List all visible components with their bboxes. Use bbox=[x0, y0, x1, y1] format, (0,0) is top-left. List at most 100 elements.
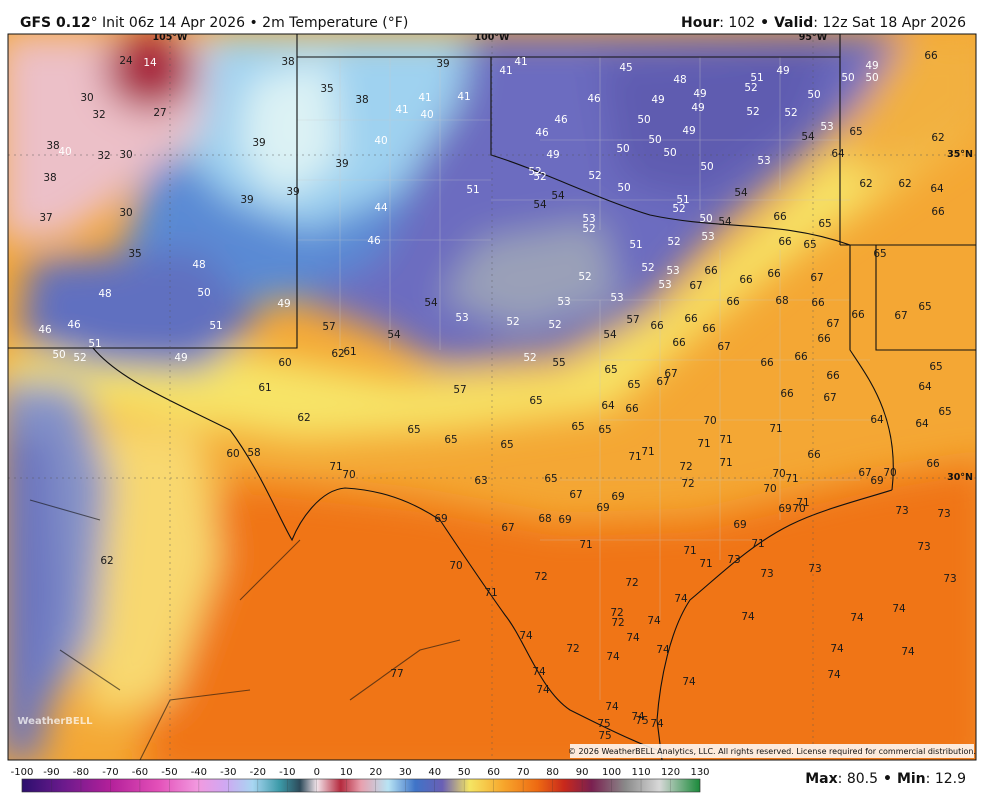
temperature-label: 50 bbox=[617, 182, 630, 194]
valid-label: Valid bbox=[774, 15, 813, 31]
temperature-label: 54 bbox=[718, 216, 732, 228]
temperature-label: 73 bbox=[727, 554, 740, 566]
temperature-label: 52 bbox=[672, 203, 685, 215]
temperature-label: 39 bbox=[252, 137, 265, 149]
colorbar-tick-label: -100 bbox=[11, 767, 34, 778]
temperature-label: 65 bbox=[604, 364, 617, 376]
temperature-label: 71 bbox=[641, 446, 654, 458]
temperature-label: 37 bbox=[39, 212, 52, 224]
temperature-label: 73 bbox=[943, 573, 956, 585]
temperature-label: 46 bbox=[535, 127, 549, 139]
temperature-label: 54 bbox=[387, 329, 401, 341]
temperature-label: 74 bbox=[606, 651, 620, 663]
temperature-label: 67 bbox=[689, 280, 702, 292]
colorbar-tick-label: -60 bbox=[132, 767, 148, 778]
temperature-label: 71 bbox=[579, 539, 592, 551]
temperature-label: 32 bbox=[97, 150, 110, 162]
temperature-label: 64 bbox=[870, 414, 884, 426]
temperature-label: 49 bbox=[546, 149, 559, 161]
temperature-label: 53 bbox=[658, 279, 671, 291]
min-label: Min bbox=[897, 771, 926, 787]
warm-region bbox=[143, 462, 976, 760]
temperature-label: 65 bbox=[803, 239, 816, 251]
temperature-label: 72 bbox=[611, 617, 624, 629]
temperature-label: 53 bbox=[582, 213, 595, 225]
temperature-label: 30 bbox=[119, 149, 132, 161]
temperature-label: 61 bbox=[343, 346, 356, 358]
temperature-label: 52 bbox=[667, 236, 680, 248]
temperature-label: 48 bbox=[673, 74, 686, 86]
temperature-label: 75 bbox=[597, 718, 610, 730]
temperature-label: 49 bbox=[865, 60, 878, 72]
temperature-label: 46 bbox=[367, 235, 381, 247]
temperature-label: 67 bbox=[826, 318, 839, 330]
colorbar-tick-label: 40 bbox=[428, 767, 441, 778]
temperature-label: 72 bbox=[610, 607, 623, 619]
temperature-label: 51 bbox=[466, 184, 479, 196]
temperature-label: 49 bbox=[682, 125, 695, 137]
temperature-label: 53 bbox=[557, 296, 570, 308]
temperature-label: 62 bbox=[297, 412, 310, 424]
colorbar-tick-label: 110 bbox=[631, 767, 650, 778]
temperature-label: 50 bbox=[841, 72, 854, 84]
temperature-label: 35 bbox=[320, 83, 333, 95]
temperature-label: 62 bbox=[100, 555, 113, 567]
copyright-box bbox=[570, 744, 974, 758]
colorbar-scale bbox=[21, 778, 701, 793]
temperature-label: 54 bbox=[801, 131, 815, 143]
temperature-label: 71 bbox=[719, 434, 732, 446]
temperature-label: 67 bbox=[894, 310, 907, 322]
temperature-label: 65 bbox=[444, 434, 457, 446]
temperature-label: 38 bbox=[355, 94, 368, 106]
temperature-label: 74 bbox=[682, 676, 696, 688]
temperature-label: 70 bbox=[449, 560, 462, 572]
temperature-label: 73 bbox=[937, 508, 950, 520]
temperature-label: 50 bbox=[197, 287, 210, 299]
temperature-label: 50 bbox=[700, 161, 713, 173]
temperature-label: 69 bbox=[733, 519, 746, 531]
temperature-label: 68 bbox=[775, 295, 788, 307]
temperature-label: 69 bbox=[558, 514, 571, 526]
temperature-label: 52 bbox=[533, 171, 546, 183]
colorbar-tick-label: -40 bbox=[191, 767, 207, 778]
temperature-label: 50 bbox=[807, 89, 820, 101]
temperature-label: 45 bbox=[619, 62, 632, 74]
temperature-label: 27 bbox=[153, 107, 166, 119]
temperature-label: 54 bbox=[603, 329, 617, 341]
temperature-label: 71 bbox=[751, 538, 764, 550]
temperature-label: 65 bbox=[598, 424, 611, 436]
temperature-label: 65 bbox=[849, 126, 862, 138]
colorbar-tick-label: 130 bbox=[690, 767, 709, 778]
yellow-band bbox=[8, 49, 976, 440]
temperature-label: 52 bbox=[746, 106, 759, 118]
temperature-label: 50 bbox=[52, 349, 65, 361]
temperature-label: 48 bbox=[192, 259, 205, 271]
temperature-label: 70 bbox=[772, 468, 785, 480]
temperature-label: 53 bbox=[666, 265, 679, 277]
temperature-label: 66 bbox=[760, 357, 774, 369]
separator: • bbox=[760, 15, 769, 31]
temperature-label: 65 bbox=[918, 301, 931, 313]
temperature-label: 67 bbox=[717, 341, 730, 353]
temperature-label: 54 bbox=[734, 187, 748, 199]
temperature-label: 65 bbox=[407, 424, 420, 436]
temperature-label: 71 bbox=[796, 497, 809, 509]
temperature-label: 70 bbox=[703, 415, 716, 427]
temperature-label: 54 bbox=[551, 190, 565, 202]
colorbar-tick-label: -80 bbox=[73, 767, 89, 778]
min-value: : 12.9 bbox=[926, 771, 966, 787]
colorbar-tick-label: -90 bbox=[43, 767, 59, 778]
copyright: © 2026 WeatherBELL Analytics, LLC. All r… bbox=[568, 747, 976, 756]
temperature-label: 51 bbox=[209, 320, 222, 332]
colorbar-tick-label: 90 bbox=[576, 767, 589, 778]
temperature-label: 74 bbox=[647, 615, 661, 627]
temperature-label: 52 bbox=[588, 170, 601, 182]
header-left: GFS 0.12° Init 06z 14 Apr 2026 • 2m Temp… bbox=[20, 15, 408, 31]
temperature-label: 66 bbox=[817, 333, 831, 345]
temperature-label: 73 bbox=[808, 563, 821, 575]
colorbar-tick-label: -20 bbox=[250, 767, 266, 778]
hour-label: Hour bbox=[681, 15, 719, 31]
